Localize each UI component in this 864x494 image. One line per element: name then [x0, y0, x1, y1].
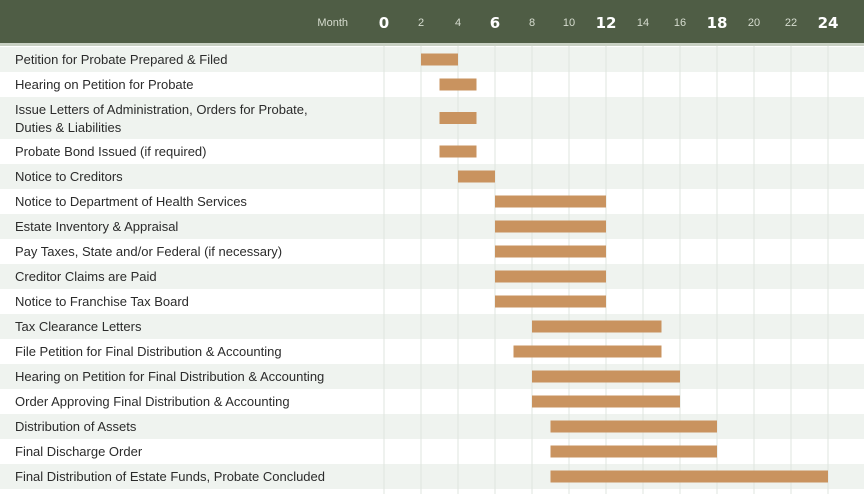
row-background: [0, 239, 864, 264]
task-bar: [550, 445, 717, 458]
tick-label: 24: [818, 14, 839, 32]
tick-label: 12: [596, 14, 617, 32]
row-background: [0, 389, 864, 414]
tick-label: 4: [455, 17, 461, 29]
row-background: [0, 264, 864, 289]
task-bar: [513, 345, 662, 358]
task-bar: [550, 420, 717, 433]
task-bar: [495, 245, 606, 258]
task-bar: [421, 53, 458, 66]
header-shadow: [0, 43, 864, 46]
task-label: Notice to Department of Health Services: [15, 194, 247, 209]
tick-label: 0: [379, 14, 389, 32]
row-background: [0, 414, 864, 439]
task-label: Final Distribution of Estate Funds, Prob…: [15, 469, 325, 484]
tick-label: 6: [490, 14, 500, 32]
tick-label: 22: [785, 17, 797, 29]
task-label: File Petition for Final Distribution & A…: [15, 344, 282, 359]
row-background: [0, 189, 864, 214]
tick-label: 8: [529, 17, 535, 29]
tick-label: 18: [707, 14, 728, 32]
task-bar: [495, 195, 606, 208]
row-background: [0, 139, 864, 164]
header-band: [0, 0, 864, 43]
task-label: Order Approving Final Distribution & Acc…: [15, 394, 290, 409]
tick-label: 2: [418, 17, 424, 29]
task-label: Tax Clearance Letters: [15, 319, 142, 334]
task-label: Pay Taxes, State and/or Federal (if nece…: [15, 244, 282, 259]
task-bar: [439, 112, 477, 124]
task-bar: [439, 145, 477, 158]
row-background: [0, 364, 864, 389]
row-background: [0, 289, 864, 314]
task-bar: [495, 270, 606, 283]
axis-label-month: Month: [317, 17, 348, 29]
task-label: Notice to Creditors: [15, 169, 123, 184]
row-background: [0, 314, 864, 339]
tick-label: 14: [637, 17, 649, 29]
task-bar: [458, 170, 495, 183]
task-label: Creditor Claims are Paid: [15, 269, 157, 284]
row-background: [0, 97, 864, 139]
row-background: [0, 164, 864, 189]
task-bar: [532, 320, 662, 333]
task-label-line2: Duties & Liabilities: [15, 120, 122, 135]
tick-label: 16: [674, 17, 686, 29]
task-label: Hearing on Petition for Probate: [15, 77, 194, 92]
tick-label: 20: [748, 17, 760, 29]
task-bar: [532, 370, 680, 383]
row-background: [0, 339, 864, 364]
task-bar: [495, 295, 606, 308]
tick-label: 10: [563, 17, 575, 29]
task-label: Hearing on Petition for Final Distributi…: [15, 369, 324, 384]
row-background: [0, 72, 864, 97]
task-bar: [550, 470, 828, 483]
task-label: Estate Inventory & Appraisal: [15, 219, 178, 234]
task-label: Probate Bond Issued (if required): [15, 144, 207, 159]
task-label: Notice to Franchise Tax Board: [15, 294, 189, 309]
task-label: Final Discharge Order: [15, 444, 143, 459]
task-bar: [439, 78, 477, 91]
task-label: Petition for Probate Prepared & Filed: [15, 52, 227, 67]
row-background: [0, 214, 864, 239]
task-label: Issue Letters of Administration, Orders …: [15, 102, 308, 117]
task-bar: [532, 395, 680, 408]
task-label: Distribution of Assets: [15, 419, 137, 434]
row-background: [0, 439, 864, 464]
task-bar: [495, 220, 606, 233]
